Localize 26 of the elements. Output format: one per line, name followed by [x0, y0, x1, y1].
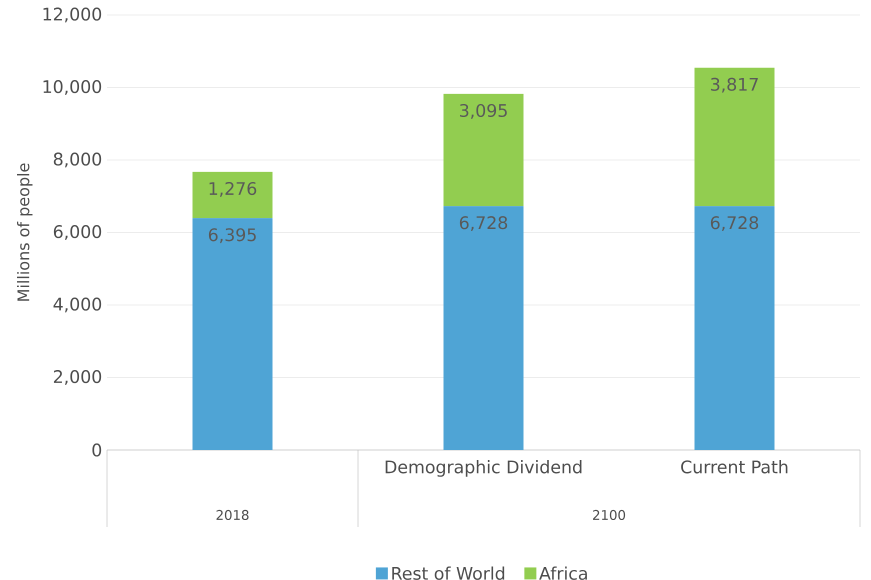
y-tick-label: 10,000 [44, 80, 102, 95]
data-label: 6,728 [460, 216, 508, 232]
legend-label: Africa [539, 566, 587, 580]
data-label: 1,276 [210, 182, 256, 197]
y-tick-label: 12,000 [44, 8, 102, 22]
bar [694, 206, 774, 450]
y-tick-label: 2,000 [54, 370, 102, 385]
bar [444, 206, 524, 450]
data-label: 6,395 [208, 228, 256, 244]
bar [192, 172, 273, 218]
text: 2018 [216, 510, 249, 520]
data-label: 6,728 [710, 216, 758, 232]
bar [192, 218, 273, 450]
y-axis-title: Millions of people [17, 163, 32, 301]
bar [694, 68, 774, 206]
y-tick-label: 6,000 [54, 225, 102, 240]
y-tick-label: 8,000 [54, 152, 102, 168]
y-tick-label: 4,000 [54, 298, 102, 312]
x-tick-label: Demographic Dividend [386, 460, 582, 477]
text: 2100 [593, 510, 626, 520]
y-tick-label: 0 [92, 443, 102, 457]
legend-label: Rest of World [392, 566, 504, 580]
data-label: 3,095 [460, 104, 507, 119]
data-label: 3,817 [711, 78, 758, 93]
bar [444, 94, 524, 206]
x-tick-label: Current Path [681, 460, 788, 474]
